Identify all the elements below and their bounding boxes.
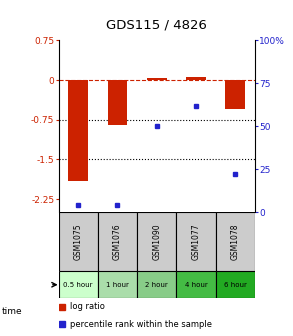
Text: 4 hour: 4 hour [185, 282, 207, 288]
Bar [108, 80, 127, 125]
Bar [216, 271, 255, 298]
Text: time: time [1, 307, 22, 316]
Bar [59, 271, 98, 298]
Bar [186, 77, 206, 80]
Bar [137, 271, 176, 298]
Bar [98, 212, 137, 271]
Text: GSM1077: GSM1077 [192, 223, 200, 260]
Bar [226, 80, 245, 109]
Bar [68, 80, 88, 180]
Text: 6 hour: 6 hour [224, 282, 247, 288]
Text: GSM1090: GSM1090 [152, 223, 161, 260]
Text: GSM1075: GSM1075 [74, 223, 83, 260]
Text: log ratio: log ratio [70, 302, 105, 311]
Text: 0.5 hour: 0.5 hour [64, 282, 93, 288]
Text: GSM1076: GSM1076 [113, 223, 122, 260]
Bar [147, 78, 166, 80]
Bar [59, 212, 98, 271]
Bar [98, 271, 137, 298]
Bar [137, 212, 176, 271]
Text: 1 hour: 1 hour [106, 282, 129, 288]
Bar [176, 271, 216, 298]
Bar [216, 212, 255, 271]
Bar [176, 212, 216, 271]
Text: 2 hour: 2 hour [145, 282, 168, 288]
Text: GSM1078: GSM1078 [231, 223, 240, 260]
Text: GDS115 / 4826: GDS115 / 4826 [106, 19, 207, 32]
Text: percentile rank within the sample: percentile rank within the sample [70, 320, 212, 329]
